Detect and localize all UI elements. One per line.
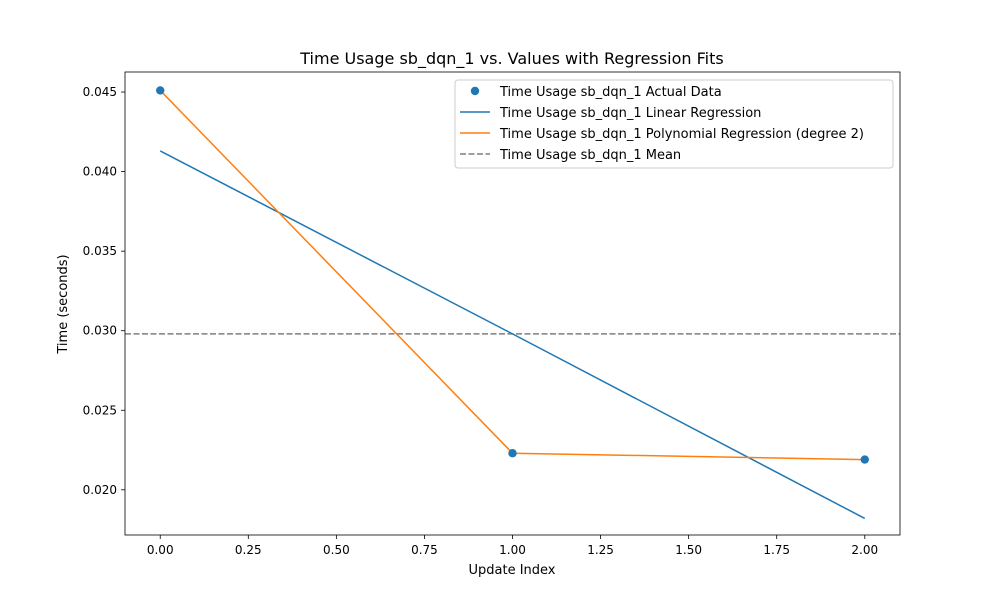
series-group xyxy=(125,86,900,520)
chart-title: Time Usage sb_dqn_1 vs. Values with Regr… xyxy=(299,49,723,69)
y-tick-label: 0.040 xyxy=(83,165,117,179)
y-tick-label: 0.025 xyxy=(83,403,117,417)
x-tick-label: 0.00 xyxy=(147,543,174,557)
y-tick-label: 0.020 xyxy=(83,483,117,497)
x-tick-label: 1.75 xyxy=(763,543,790,557)
x-tick-label: 0.50 xyxy=(323,543,350,557)
legend-label: Time Usage sb_dqn_1 Mean xyxy=(499,148,681,163)
x-tick-label: 1.00 xyxy=(499,543,526,557)
y-tick-label: 0.035 xyxy=(83,244,117,258)
legend: Time Usage sb_dqn_1 Actual Data Time Usag… xyxy=(454,79,894,169)
x-tick-label: 1.25 xyxy=(587,543,614,557)
data-point xyxy=(156,86,165,95)
legend-label: Time Usage sb_dqn_1 Actual Data xyxy=(499,85,722,100)
data-point xyxy=(860,455,869,464)
y-tick-label: 0.030 xyxy=(83,324,117,338)
axes-frame xyxy=(124,71,901,536)
x-tick-label: 2.00 xyxy=(851,543,878,557)
x-tick-label: 1.50 xyxy=(675,543,702,557)
x-axis-label: Update Index xyxy=(468,563,555,578)
plot-area: 0.00 0.25 0.50 0.75 1.00 1.25 1.50 1.75 2.00 0.02… xyxy=(83,71,901,557)
legend-box xyxy=(454,79,894,169)
legend-label: Time Usage sb_dqn_1 Polynomial Regressio… xyxy=(499,127,864,142)
legend-marker-scatter xyxy=(470,86,480,96)
y-axis-label: Time (seconds) xyxy=(56,254,71,354)
data-point xyxy=(508,449,517,458)
y-tick-label: 0.045 xyxy=(83,85,117,99)
x-tick-label: 0.25 xyxy=(235,543,262,557)
x-tick-label: 0.75 xyxy=(411,543,438,557)
legend-label: Time Usage sb_dqn_1 Linear Regression xyxy=(499,106,761,121)
